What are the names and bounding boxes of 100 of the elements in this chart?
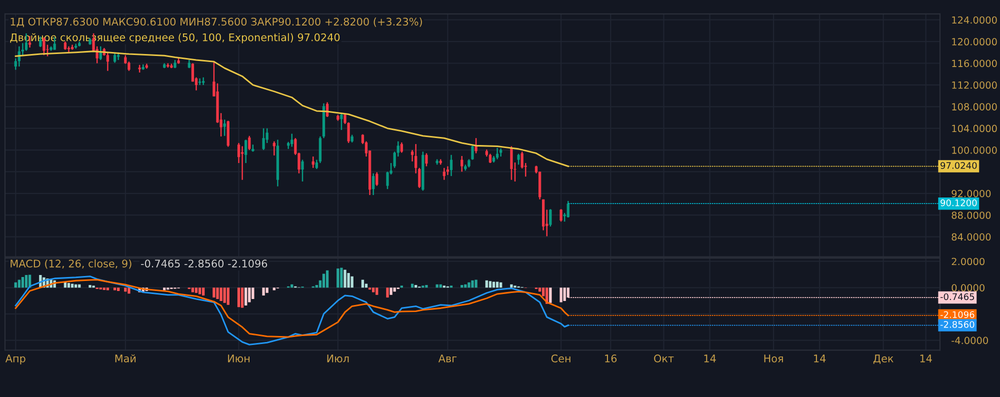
candlestick bbox=[566, 200, 570, 218]
candlestick bbox=[560, 208, 562, 222]
bar bbox=[272, 288, 276, 290]
x-tick-label: Ноя bbox=[764, 354, 783, 362]
bar bbox=[471, 280, 474, 288]
bar bbox=[102, 288, 106, 290]
bar bbox=[474, 280, 478, 288]
bar bbox=[202, 288, 205, 296]
bar bbox=[549, 288, 552, 303]
bar bbox=[326, 270, 329, 288]
bar bbox=[191, 288, 194, 292]
y-tick-label: 92.0000 bbox=[952, 190, 991, 198]
y-tick-label: 84.0000 bbox=[952, 233, 991, 241]
bar bbox=[163, 288, 166, 290]
y-tick-label: 100.0000 bbox=[952, 146, 997, 154]
x-tick-label: Апр bbox=[5, 354, 26, 364]
bar bbox=[563, 288, 566, 301]
bar bbox=[237, 288, 240, 308]
bar bbox=[248, 288, 251, 302]
y-tick-label: 124.0000 bbox=[952, 16, 997, 24]
x-tick-label: Июн bbox=[228, 354, 250, 362]
bar bbox=[198, 288, 202, 294]
bar bbox=[425, 285, 428, 288]
y-tick-label: 2.0000 bbox=[952, 258, 984, 266]
y-tick-label: 88.0000 bbox=[952, 212, 991, 219]
y-tick-label: 108.0000 bbox=[952, 103, 997, 110]
candlestick bbox=[372, 172, 375, 196]
bar bbox=[106, 288, 110, 290]
bar bbox=[488, 281, 492, 288]
candlestick bbox=[549, 208, 552, 228]
candlestick bbox=[425, 152, 428, 167]
bar bbox=[117, 288, 120, 291]
candlestick bbox=[442, 167, 446, 180]
candlestick bbox=[460, 155, 464, 172]
candlestick bbox=[517, 153, 520, 166]
bar bbox=[492, 282, 496, 288]
y-tick-label: -4.0000 bbox=[952, 336, 988, 344]
bar bbox=[560, 288, 562, 302]
y-tick-label: 0.0000 bbox=[952, 284, 984, 292]
candlestick bbox=[450, 154, 453, 177]
candlestick bbox=[376, 172, 378, 186]
candlestick bbox=[488, 153, 492, 164]
chart-title: 1Д ОТКР87.6300 МАКС90.6100 МИН87.5600 ЗАКР90.1200 +2.8200 (+3.23%) bbox=[10, 18, 422, 28]
bar bbox=[194, 288, 198, 293]
bar bbox=[223, 288, 226, 303]
x-tick-label: Сен bbox=[551, 354, 570, 362]
bar bbox=[21, 276, 24, 288]
y-tick-label: 120.0000 bbox=[952, 38, 997, 46]
candlestick bbox=[244, 139, 248, 164]
candlestick bbox=[99, 46, 102, 61]
bar bbox=[538, 288, 542, 292]
x-tick-label: 14 bbox=[814, 354, 826, 362]
bar bbox=[468, 282, 470, 288]
y-tick-label: 116.0000 bbox=[952, 60, 997, 68]
bar bbox=[113, 288, 116, 290]
bar bbox=[340, 268, 343, 288]
x-tick-label: Окт bbox=[654, 354, 674, 362]
bar bbox=[350, 276, 354, 288]
bar bbox=[364, 284, 368, 288]
bar bbox=[485, 280, 488, 288]
bar bbox=[344, 270, 346, 288]
bar bbox=[390, 288, 392, 295]
candlestick bbox=[248, 135, 251, 151]
bar bbox=[252, 288, 254, 299]
candlestick bbox=[262, 128, 265, 151]
bar bbox=[240, 288, 244, 308]
bar bbox=[216, 288, 219, 299]
candlestick bbox=[198, 78, 202, 86]
bar bbox=[266, 288, 268, 293]
x-tick-label: Авг bbox=[438, 354, 457, 362]
x-tick-label: 14 bbox=[704, 354, 716, 362]
bar bbox=[372, 288, 375, 292]
bar bbox=[262, 288, 265, 296]
bar bbox=[220, 288, 222, 301]
bar bbox=[67, 283, 70, 288]
bar bbox=[212, 288, 216, 298]
bar bbox=[376, 288, 378, 295]
bar bbox=[393, 288, 396, 292]
annotation: 90.1200 bbox=[940, 199, 977, 206]
chart-subtitle: -0.7465 -2.8560 -2.1096 bbox=[141, 260, 268, 268]
candlestick bbox=[290, 133, 294, 148]
x-tick-label: Июл bbox=[327, 354, 349, 362]
bar bbox=[386, 288, 389, 298]
x-tick-label: 16 bbox=[605, 354, 617, 362]
candlestick bbox=[340, 112, 343, 131]
candlestick bbox=[106, 52, 110, 72]
annotation: 97.0240 bbox=[940, 162, 977, 169]
chart-title: MACD (12, 26, close, 9) bbox=[10, 259, 132, 269]
x-tick-label: 14 bbox=[920, 354, 932, 362]
candlestick bbox=[510, 146, 513, 180]
bar bbox=[226, 288, 230, 305]
bar bbox=[124, 288, 127, 292]
bar bbox=[510, 284, 513, 288]
candlestick bbox=[474, 137, 478, 154]
bar bbox=[244, 288, 248, 306]
bar bbox=[336, 268, 340, 288]
candlestick bbox=[471, 145, 474, 160]
bar bbox=[322, 274, 326, 288]
bar bbox=[347, 273, 350, 288]
y-tick-label: 104.0000 bbox=[952, 124, 997, 132]
